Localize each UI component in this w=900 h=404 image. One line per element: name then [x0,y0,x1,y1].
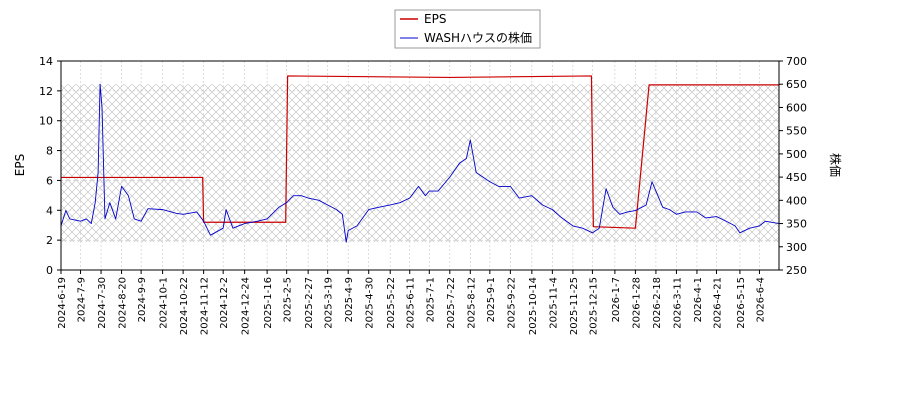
price-series-line [61,83,779,243]
left-axis: 0 2 4 6 8 10 12 14 [39,55,61,277]
x-axis: 2024-6-19 2024-7-9 2024-7-30 2024-8-20 2024-… [57,270,766,335]
x-tick-label: 2025-5-22 [386,277,397,329]
x-tick-label: 2026-2-18 [652,277,663,329]
x-tick-label: 2024-12-24 [241,277,252,335]
x-tick-label: 2024-7-9 [77,277,88,322]
x-tick-label: 2025-9-1 [486,277,497,322]
right-tick-label: 700 [786,55,807,68]
x-tick-label: 2025-1-16 [263,277,274,329]
x-tick-label: 2026-1-28 [631,277,642,329]
right-tick-label: 350 [786,218,807,231]
eps-series-line [61,75,779,229]
x-tick-label: 2025-9-22 [506,277,517,329]
x-tick-label: 2024-11-12 [200,277,211,335]
x-tick-label: 2026-4-21 [712,277,723,329]
right-tick-label: 500 [786,148,807,161]
plot-frame [60,60,780,271]
x-tick-label: 2025-12-15 [588,277,599,335]
x-tick-label: 2025-7-22 [446,277,457,329]
x-tick-label: 2025-2-5 [283,277,294,322]
right-tick-label: 250 [786,264,807,277]
x-tick-label: 2024-10-22 [179,277,190,335]
left-tick-label: 12 [39,85,53,98]
series-layer [61,75,779,243]
x-tick-label: 2026-4-1 [693,277,704,322]
right-axis: 250 300 350 400 450 500 550 600 650 700 [779,55,807,277]
x-tick-label: 2026-5-15 [736,277,747,329]
x-tick-label: 2024-10-1 [159,277,170,329]
x-tick-label: 2024-8-20 [118,277,129,329]
x-tick-label: 2025-11-4 [548,277,559,329]
left-tick-label: 8 [46,145,53,158]
legend: EPS WASHハウスの株価 [394,9,541,49]
x-tick-label: 2026-6-4 [755,277,766,322]
x-tick-label: 2024-6-19 [57,277,68,329]
x-tick-label: 2025-4-30 [365,277,376,329]
x-tick-label: 2025-7-1 [425,277,436,322]
legend-price-label: WASHハウスの株価 [424,30,532,45]
right-tick-label: 300 [786,241,807,254]
left-tick-label: 14 [39,55,53,68]
x-tick-label: 2024-12-2 [219,277,230,329]
right-tick-label: 550 [786,125,807,138]
left-tick-label: 0 [46,264,53,277]
left-tick-label: 2 [46,234,53,247]
left-tick-label: 6 [46,174,53,187]
x-tick-label: 2026-1-7 [611,277,622,322]
x-tick-label: 2026-3-11 [672,277,683,329]
right-tick-label: 650 [786,78,807,91]
price-range-hatch [61,84,779,243]
x-tick-label: 2025-6-11 [406,277,417,329]
right-tick-label: 450 [786,171,807,184]
left-axis-label: EPS [13,154,27,176]
left-tick-label: 10 [39,115,53,128]
x-tick-label: 2025-3-19 [324,277,335,329]
x-tick-label: 2025-11-25 [569,277,580,335]
x-tick-label: 2025-2-27 [304,277,315,329]
right-tick-label: 400 [786,194,807,207]
x-tick-label: 2025-8-12 [466,277,477,329]
right-axis-label: 株価 [828,153,843,177]
grid [60,60,779,271]
legend-eps-label: EPS [424,12,446,26]
x-tick-label: 2025-10-14 [528,277,539,335]
x-tick-label: 2024-9-9 [137,277,148,322]
legend-box [394,9,541,49]
x-tick-label: 2025-4-9 [344,277,355,322]
left-tick-label: 4 [46,204,53,217]
right-tick-label: 600 [786,101,807,114]
x-tick-label: 2024-7-30 [97,277,108,329]
